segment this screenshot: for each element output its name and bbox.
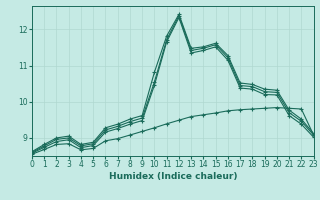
X-axis label: Humidex (Indice chaleur): Humidex (Indice chaleur) [108, 172, 237, 181]
